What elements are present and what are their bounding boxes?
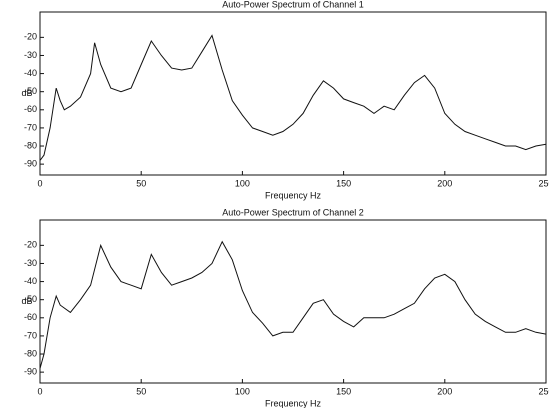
spectrum-line: [39, 240, 547, 369]
y-tick-label: -20: [24, 240, 37, 250]
x-tick-label: 0: [37, 178, 42, 188]
y-tick-label: -90: [24, 367, 37, 377]
spectrum-line: [39, 34, 547, 161]
y-axis-label: dB: [21, 296, 32, 306]
x-tick-label: 50: [136, 386, 146, 396]
y-tick-label: -60: [24, 104, 37, 114]
y-tick-label: -40: [24, 276, 37, 286]
y-tick-label: -30: [24, 258, 37, 268]
x-tick-label: 100: [235, 386, 250, 396]
x-tick-label: 0: [37, 386, 42, 396]
y-tick-label: -50: [24, 86, 37, 96]
x-axis-label: Frequency Hz: [265, 398, 322, 408]
y-tick-label: -30: [24, 50, 37, 60]
plot-frame: [39, 219, 547, 384]
x-axis-label: Frequency Hz: [265, 190, 322, 200]
y-tick-label: -70: [24, 122, 37, 132]
x-tick-label: 150: [336, 386, 351, 396]
y-tick-label: -80: [24, 140, 37, 150]
y-tick-label: -50: [24, 294, 37, 304]
x-tick-label: 150: [336, 178, 351, 188]
chart-title: Auto-Power Spectrum of Channel 1: [222, 0, 364, 9]
y-tick-label: -20: [24, 32, 37, 42]
x-tick-label: 250: [538, 386, 549, 396]
y-tick-label: -80: [24, 348, 37, 358]
y-axis-label: dB: [21, 88, 32, 98]
y-tick-label: -60: [24, 312, 37, 322]
plot-frame: [39, 11, 547, 176]
chart-title: Auto-Power Spectrum of Channel 2: [222, 207, 364, 217]
y-tick-label: -40: [24, 68, 37, 78]
x-tick-label: 50: [136, 178, 146, 188]
y-tick-label: -90: [24, 159, 37, 169]
y-tick-label: -70: [24, 330, 37, 340]
x-tick-label: 100: [235, 178, 250, 188]
x-tick-label: 200: [437, 178, 452, 188]
x-tick-label: 250: [538, 178, 549, 188]
x-tick-label: 200: [437, 386, 452, 396]
